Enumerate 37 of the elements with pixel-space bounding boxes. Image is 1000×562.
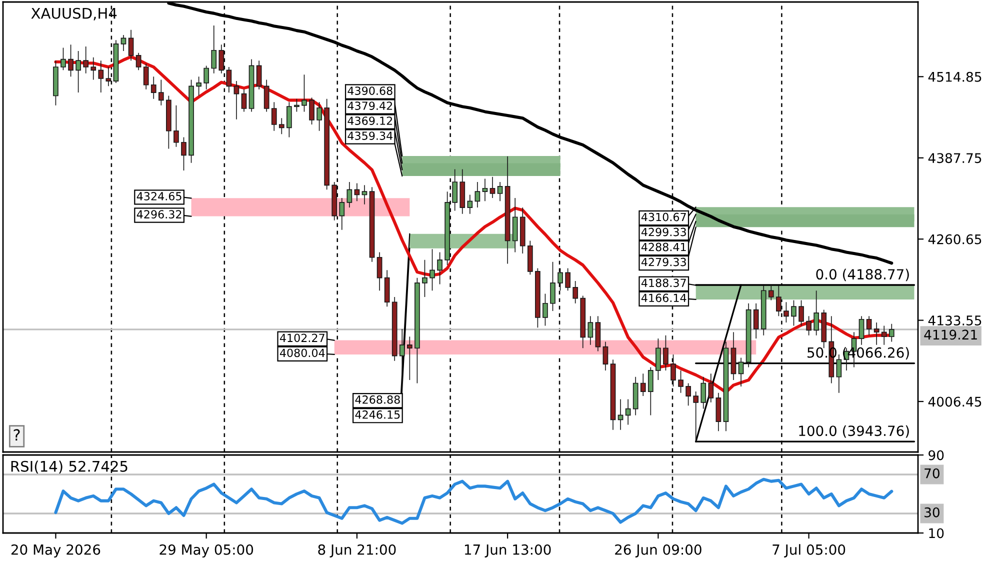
ref-line-label: 4119.21 <box>924 330 977 340</box>
y-tick-label: 4514.85 <box>928 72 982 82</box>
y-tick-label: 4006.45 <box>928 396 982 407</box>
annotation: 4390.68 <box>348 86 392 95</box>
x-tick-label: 29 May 05:00 <box>160 544 254 558</box>
x-tick-label: 26 Jun 09:00 <box>615 544 702 558</box>
annotation: 4188.37 <box>641 278 686 288</box>
y-tick-label: 10 <box>929 528 944 538</box>
annotation: 4310.67 <box>641 212 686 222</box>
annotation: 4296.32 <box>136 210 182 219</box>
annotation: 4324.65 <box>136 192 182 200</box>
annotation: 4359.34 <box>348 132 393 140</box>
x-tick-label: 7 Jul 05:00 <box>772 544 846 558</box>
annotation: 4246.15 <box>355 410 400 419</box>
chart-title: XAUUSD,H4 <box>31 8 117 20</box>
y-tick-label: 4133.55 <box>928 316 982 326</box>
annotation: 4102.27 <box>280 334 324 342</box>
x-tick-label: 17 Jun 13:00 <box>464 544 551 558</box>
annotation: 4279.33 <box>641 258 686 266</box>
text: ? <box>14 429 20 440</box>
y-tick-label: 90 <box>928 450 944 460</box>
annotation: 4379.42 <box>348 102 392 110</box>
series-label: 0.0 (4188.77) <box>816 268 909 282</box>
annotation: 4166.14 <box>641 294 686 302</box>
annotation: 4268.88 <box>355 395 400 404</box>
series-label: 100.0 (3943.76) <box>799 425 909 438</box>
y-tick-label: 4387.75 <box>928 153 982 164</box>
y-tick-label: 4260.65 <box>928 234 982 244</box>
ref-line-label: 30 <box>924 507 940 518</box>
annotation: 4369.12 <box>348 116 392 125</box>
ref-line-label: 70 <box>924 468 940 478</box>
annotation: 4288.41 <box>641 242 686 252</box>
chart-title: RSI(14) 52.7425 <box>11 460 128 474</box>
annotation: 4080.04 <box>280 348 325 358</box>
x-tick-label: 8 Jun 21:00 <box>318 544 396 558</box>
annotation: 4299.33 <box>641 228 686 236</box>
x-tick-label: 20 May 2026 <box>11 544 100 558</box>
